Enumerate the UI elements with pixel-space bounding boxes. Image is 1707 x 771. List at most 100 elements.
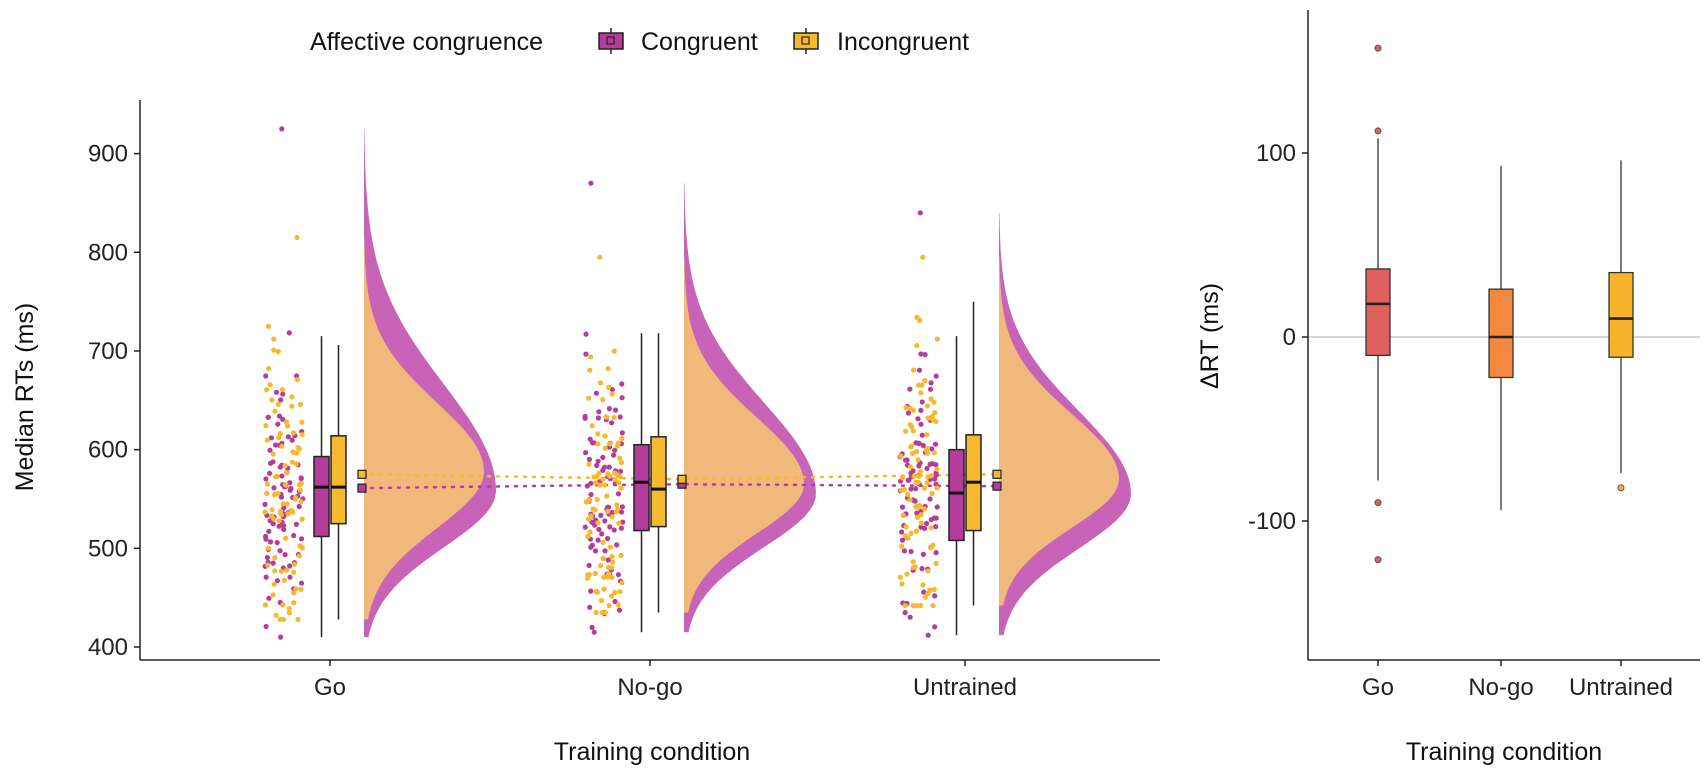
point-incongruent-no-go (609, 514, 615, 520)
point-incongruent-untrained (914, 603, 920, 609)
density-incongruent-no-go (684, 257, 804, 613)
point-congruent-no-go (593, 390, 600, 396)
point-incongruent-untrained (924, 446, 930, 452)
point-congruent-untrained (919, 432, 925, 438)
point-congruent-no-go (595, 458, 601, 464)
mean-marker-incongruent-no-go (677, 474, 687, 484)
point-incongruent-untrained (920, 254, 926, 260)
point-congruent-untrained (927, 386, 934, 392)
point-incongruent-no-go (586, 461, 592, 467)
point-incongruent-untrained (925, 474, 931, 480)
point-congruent-go (281, 526, 287, 533)
point-congruent-no-go (584, 483, 590, 489)
point-congruent-no-go (605, 535, 611, 542)
point-incongruent-untrained (922, 378, 928, 384)
point-incongruent-no-go (595, 441, 601, 447)
point-congruent-untrained (921, 589, 927, 595)
point-incongruent-go (269, 507, 275, 513)
point-congruent-no-go (606, 464, 612, 470)
point-incongruent-untrained (931, 586, 937, 593)
point-congruent-no-go (586, 456, 593, 462)
point-incongruent-no-go (600, 555, 606, 562)
point-incongruent-go (264, 387, 270, 393)
point-incongruent-go (291, 569, 297, 575)
point-congruent-go (266, 528, 272, 535)
point-incongruent-untrained (903, 428, 909, 434)
legend-label-congruent: Congruent (641, 28, 758, 56)
point-congruent-no-go (588, 491, 594, 498)
point-incongruent-go (289, 459, 295, 465)
point-congruent-untrained (933, 550, 939, 556)
point-congruent-go (265, 414, 271, 420)
point-congruent-go (293, 373, 300, 379)
point-incongruent-untrained (914, 514, 921, 520)
point-incongruent-no-go (585, 533, 591, 540)
point-incongruent-no-go (606, 384, 612, 390)
raw-points (262, 126, 940, 640)
point-congruent-no-go (612, 598, 618, 605)
point-congruent-no-go (583, 351, 589, 357)
point-incongruent-go (262, 509, 268, 515)
point-congruent-no-go (611, 527, 617, 533)
density-incongruent-untrained (999, 257, 1119, 606)
point-congruent-go (270, 459, 276, 465)
point-incongruent-go (284, 501, 290, 507)
point-congruent-go (270, 521, 276, 527)
y-tick-label-800: 800 (88, 239, 128, 266)
point-incongruent-go (269, 397, 275, 403)
point-congruent-go (272, 442, 279, 448)
point-incongruent-go (282, 482, 288, 488)
point-incongruent-no-go (614, 502, 620, 508)
point-congruent-untrained (915, 440, 921, 446)
x-axis-title: Training condition (554, 738, 750, 766)
point-incongruent-go (276, 434, 282, 441)
point-congruent-untrained (913, 486, 919, 492)
point-congruent-no-go (602, 518, 608, 524)
point-congruent-no-go (582, 524, 588, 530)
point-incongruent-untrained (899, 475, 905, 481)
point-incongruent-no-go (615, 602, 621, 608)
point-congruent-untrained (915, 416, 921, 422)
point-incongruent-untrained (914, 314, 920, 320)
point-incongruent-go (298, 586, 304, 593)
point-incongruent-no-go (587, 367, 593, 373)
x-tick-label-no-go: No-go (617, 674, 682, 701)
point-incongruent-go (290, 509, 296, 515)
point-congruent-no-go (595, 415, 602, 421)
point-incongruent-no-go (614, 443, 620, 449)
x-tick-label-go: Go (314, 674, 346, 701)
point-incongruent-no-go (612, 477, 618, 483)
point-incongruent-go (266, 365, 272, 371)
point-congruent-go (273, 389, 280, 395)
y-tick-label-500: 500 (88, 535, 128, 562)
point-incongruent-untrained (911, 473, 917, 479)
point-incongruent-no-go (594, 497, 600, 503)
point-incongruent-no-go (604, 414, 610, 420)
point-incongruent-no-go (602, 433, 608, 439)
x-tick-label-untrained: Untrained (913, 674, 1017, 701)
point-incongruent-go (296, 553, 302, 559)
point-incongruent-untrained (916, 473, 922, 479)
point-congruent-no-go (602, 464, 608, 470)
legend-key-incongruent-mean (801, 36, 810, 45)
point-congruent-no-go (592, 548, 599, 554)
point-incongruent-go (276, 518, 282, 524)
point-congruent-untrained (929, 446, 935, 452)
point-incongruent-untrained (907, 422, 913, 428)
legend-label-incongruent: Incongruent (837, 28, 969, 56)
point-congruent-untrained (922, 352, 928, 358)
point-congruent-untrained (905, 410, 912, 416)
point-congruent-no-go (617, 414, 623, 420)
point-incongruent-go (275, 349, 281, 355)
point-incongruent-go (270, 592, 276, 598)
point-incongruent-untrained (903, 405, 909, 411)
point-congruent-no-go (619, 504, 626, 510)
point-congruent-untrained (928, 380, 934, 386)
point-congruent-no-go (611, 452, 617, 458)
delta-outlier-go-3 (1374, 44, 1382, 52)
point-incongruent-untrained (897, 574, 903, 580)
point-congruent-no-go (588, 180, 594, 186)
point-incongruent-untrained (905, 491, 911, 497)
point-incongruent-go (294, 377, 300, 383)
y-tick-label-400: 400 (88, 634, 128, 661)
